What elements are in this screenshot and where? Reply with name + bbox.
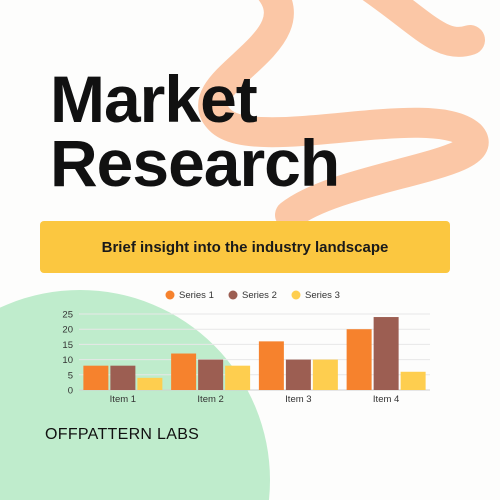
brand-name: OFFPATTERN LABS <box>45 426 200 443</box>
y-tick-label: 25 <box>62 310 73 321</box>
chart-legend: Series 1 Series 2 Series 3 <box>165 290 340 301</box>
subtitle-banner: Brief insight into the industry landscap… <box>40 221 450 273</box>
bar <box>373 317 399 390</box>
y-tick-label: 0 <box>68 386 73 397</box>
y-tick-label: 20 <box>62 325 73 336</box>
bar <box>137 377 163 390</box>
decorative-swoosh <box>198 0 489 230</box>
bar <box>198 359 224 390</box>
legend-label: Series 3 <box>305 290 340 301</box>
bar <box>171 353 197 390</box>
y-tick-label: 15 <box>62 340 73 351</box>
x-tick-label: Item 2 <box>197 394 223 405</box>
x-tick-label: Item 3 <box>285 394 311 405</box>
y-tick-label: 10 <box>62 355 73 366</box>
legend-swatch <box>291 290 301 300</box>
bar <box>312 359 338 390</box>
bar <box>110 365 136 390</box>
bar <box>225 365 251 390</box>
legend-label: Series 1 <box>179 290 214 301</box>
legend-swatch <box>228 290 238 300</box>
x-tick-label: Item 1 <box>110 394 136 405</box>
x-tick-label: Item 4 <box>373 394 399 405</box>
y-tick-label: 5 <box>68 370 73 381</box>
bar <box>258 341 284 390</box>
chart-bars <box>83 317 426 390</box>
bar <box>400 371 426 390</box>
bar-chart: 0 5 10 15 20 25 Item 1 Item 2 Item 3 Item 4 Serie… <box>62 290 430 406</box>
decorative-blob <box>0 290 270 500</box>
title-line-1: Market <box>50 62 258 136</box>
legend-swatch <box>165 290 175 300</box>
title-line-2: Research <box>50 126 340 200</box>
subtitle-text: Brief insight into the industry landscap… <box>101 238 389 256</box>
chart-axis-labels: 0 5 10 15 20 25 Item 1 Item 2 Item 3 Item 4 <box>62 310 399 406</box>
bar <box>285 359 311 390</box>
decorative-swoosh-tail <box>362 0 485 57</box>
bar <box>346 329 372 390</box>
bar <box>83 365 109 390</box>
legend-label: Series 2 <box>242 290 277 301</box>
